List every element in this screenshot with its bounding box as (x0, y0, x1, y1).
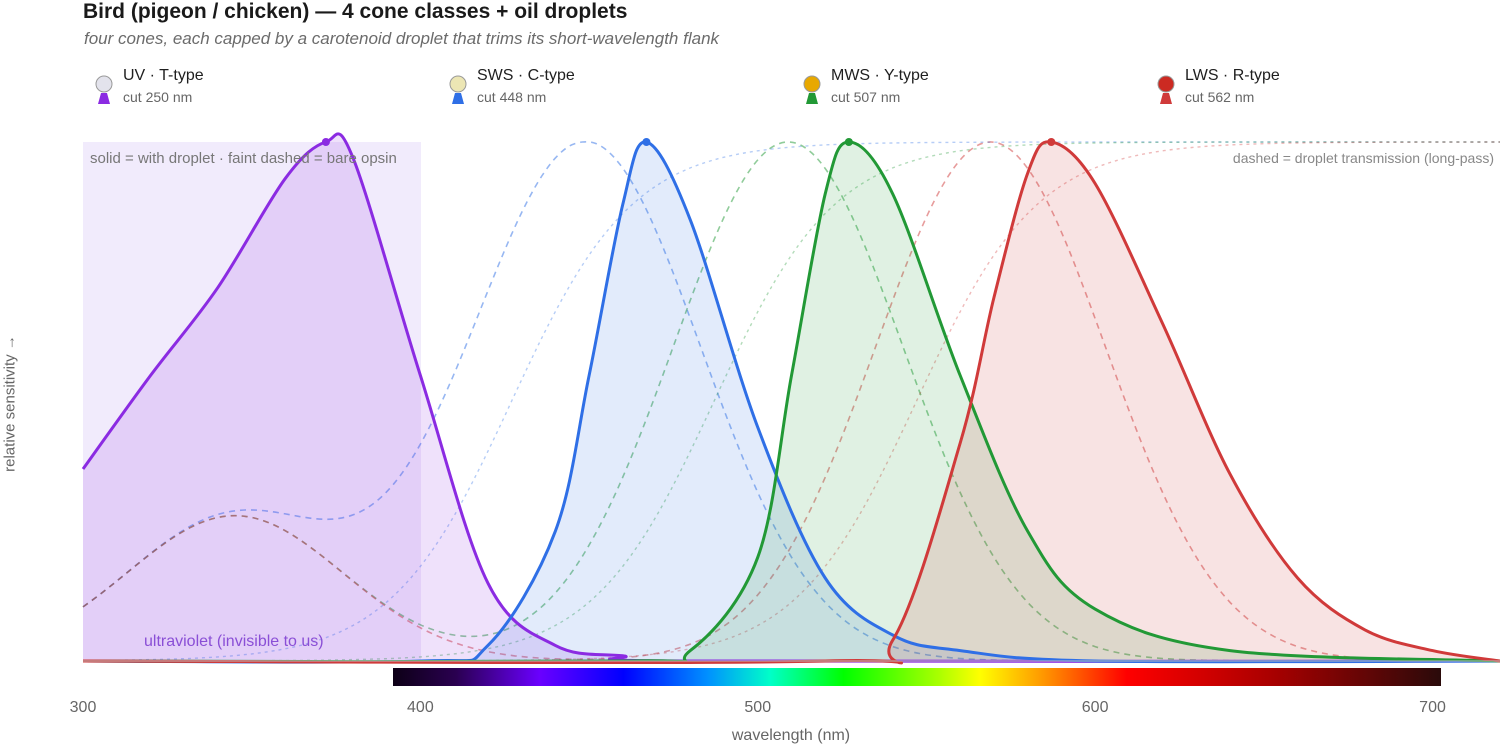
legend-name: UV · T-type (123, 67, 204, 84)
legend-item-sws: SWS · C-type cut 448 nm (447, 66, 747, 110)
cone-icon (98, 93, 110, 104)
cone-area-fill (83, 141, 1500, 663)
cone-droplet-icon (1157, 75, 1175, 104)
legend-cut: cut 250 nm (123, 89, 193, 105)
uv-band (83, 142, 421, 660)
solid-note: solid = with droplet · faint dashed = ba… (90, 150, 397, 167)
droplet-icon (1157, 75, 1175, 93)
chart-subtitle: four cones, each capped by a carotenoid … (84, 29, 720, 48)
droplet-icon (803, 75, 821, 93)
x-tick-label: 700 (1419, 699, 1446, 716)
x-tick-label: 400 (407, 699, 434, 716)
x-axis-label: wavelength (nm) (731, 727, 850, 744)
cone-droplet-icon (449, 75, 467, 104)
bare-opsin-curve (82, 141, 1500, 662)
legend-name: MWS · Y-type (831, 67, 929, 84)
bare-opsin-curve (82, 141, 1500, 662)
legend-item-lws: LWS · R-type cut 562 nm (1155, 66, 1455, 110)
chart-title: Bird (pigeon / chicken) — 4 cone classes… (83, 0, 628, 23)
x-tick-label: 300 (70, 699, 97, 716)
y-axis-label: relative sensitivity → (1, 335, 19, 472)
uv-region-label: ultraviolet (invisible to us) (144, 633, 324, 650)
x-ticks: 300 400 500 600 700 (70, 699, 1446, 716)
x-tick-label: 500 (744, 699, 771, 716)
peak-marker (321, 138, 330, 146)
peak-marker (642, 138, 651, 146)
cone-icon (1160, 93, 1172, 104)
cone-sensitivity-line (82, 140, 1500, 664)
cone-droplet-icon (95, 75, 113, 104)
bare-opsin-curves (82, 140, 1500, 662)
legend-name: LWS · R-type (1185, 67, 1280, 84)
visible-spectrum-bar (393, 668, 1441, 686)
cone-icon (452, 93, 464, 104)
legend-item-mws: MWS · Y-type cut 507 nm (801, 66, 1101, 110)
peak-marker (1047, 138, 1056, 146)
legend-name: SWS · C-type (477, 67, 575, 84)
droplet-icon (95, 75, 113, 93)
x-tick-label: 600 (1082, 699, 1109, 716)
legend-cut: cut 448 nm (477, 89, 547, 105)
cone-area-fill (83, 141, 1500, 663)
cone-area-fill (83, 133, 1500, 662)
dashed-note: dashed = droplet transmission (long-pass… (1233, 150, 1494, 166)
droplet-icon (449, 75, 467, 93)
legend-item-uv: UV · T-type cut 250 nm (93, 66, 393, 110)
cone-droplet-icon (803, 75, 821, 104)
legend-cut: cut 562 nm (1185, 89, 1255, 105)
cone-fills (83, 133, 1500, 663)
bare-opsin-curve (82, 140, 1500, 662)
cone-area-fill (83, 142, 1500, 662)
peak-marker (844, 138, 853, 146)
legend-cut: cut 507 nm (831, 89, 901, 105)
cone-icon (806, 93, 818, 104)
